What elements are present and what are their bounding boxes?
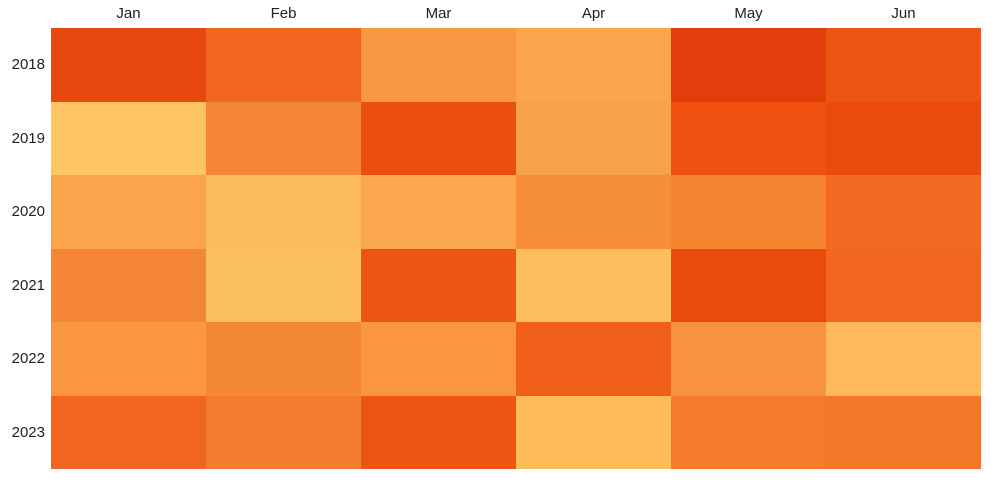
heatmap-cell-2019-feb[interactable]	[206, 101, 361, 175]
x-axis-label-mar: Mar	[425, 4, 452, 22]
heatmap-cell-2018-may[interactable]	[671, 28, 826, 102]
heatmap-grid	[51, 28, 981, 469]
heatmap-cell-2020-jan[interactable]	[51, 175, 206, 249]
y-axis-label-2023: 2023	[11, 423, 45, 441]
heatmap-cell-2020-apr[interactable]	[516, 175, 671, 249]
heatmap-cell-2018-feb[interactable]	[206, 28, 361, 102]
heatmap-cell-2020-mar[interactable]	[361, 175, 516, 249]
x-axis-label-may: May	[734, 4, 763, 22]
heatmap-cell-2022-feb[interactable]	[206, 322, 361, 396]
heatmap-cell-2020-feb[interactable]	[206, 175, 361, 249]
heatmap-cell-2023-jun[interactable]	[826, 395, 981, 469]
heatmap-cell-2022-may[interactable]	[671, 322, 826, 396]
heatmap-cell-2022-apr[interactable]	[516, 322, 671, 396]
heatmap-cell-2019-mar[interactable]	[361, 101, 516, 175]
y-axis-label-2020: 2020	[11, 203, 45, 221]
y-axis-label-2018: 2018	[11, 56, 45, 74]
heatmap-cell-2023-apr[interactable]	[516, 395, 671, 469]
heatmap-cell-2022-jan[interactable]	[51, 322, 206, 396]
heatmap-cell-2023-may[interactable]	[671, 395, 826, 469]
y-axis-label-2021: 2021	[11, 276, 45, 294]
heatmap-cell-2023-feb[interactable]	[206, 395, 361, 469]
heatmap-cell-2021-may[interactable]	[671, 248, 826, 322]
heatmap-cell-2019-may[interactable]	[671, 101, 826, 175]
x-axis-label-jan: Jan	[116, 4, 141, 22]
heatmap-cell-2018-mar[interactable]	[361, 28, 516, 102]
heatmap-cell-2019-jun[interactable]	[826, 101, 981, 175]
heatmap-cell-2020-may[interactable]	[671, 175, 826, 249]
heatmap-cell-2021-apr[interactable]	[516, 248, 671, 322]
heatmap-cell-2018-jan[interactable]	[51, 28, 206, 102]
heatmap-cell-2023-jan[interactable]	[51, 395, 206, 469]
x-axis-label-apr: Apr	[581, 4, 606, 22]
y-axis-label-2019: 2019	[11, 129, 45, 147]
y-axis-label-2022: 2022	[11, 350, 45, 368]
heatmap-cell-2021-jan[interactable]	[51, 248, 206, 322]
x-axis-label-jun: Jun	[891, 4, 916, 22]
heatmap-cell-2020-jun[interactable]	[826, 175, 981, 249]
heatmap-cell-2023-mar[interactable]	[361, 395, 516, 469]
heatmap-cell-2022-jun[interactable]	[826, 322, 981, 396]
y-axis-labels: 2018 2019 2020 2021 2022 2023	[0, 28, 45, 469]
heatmap-cell-2019-jan[interactable]	[51, 101, 206, 175]
x-axis-label-feb: Feb	[270, 4, 297, 22]
heatmap-cell-2021-mar[interactable]	[361, 248, 516, 322]
heatmap-cell-2019-apr[interactable]	[516, 101, 671, 175]
heatmap-cell-2021-jun[interactable]	[826, 248, 981, 322]
heatmap-cell-2021-feb[interactable]	[206, 248, 361, 322]
heatmap-cell-2022-mar[interactable]	[361, 322, 516, 396]
x-axis-labels: Jan Feb Mar Apr May Jun	[51, 0, 981, 28]
heatmap-cell-2018-jun[interactable]	[826, 28, 981, 102]
heatmap-cell-2018-apr[interactable]	[516, 28, 671, 102]
